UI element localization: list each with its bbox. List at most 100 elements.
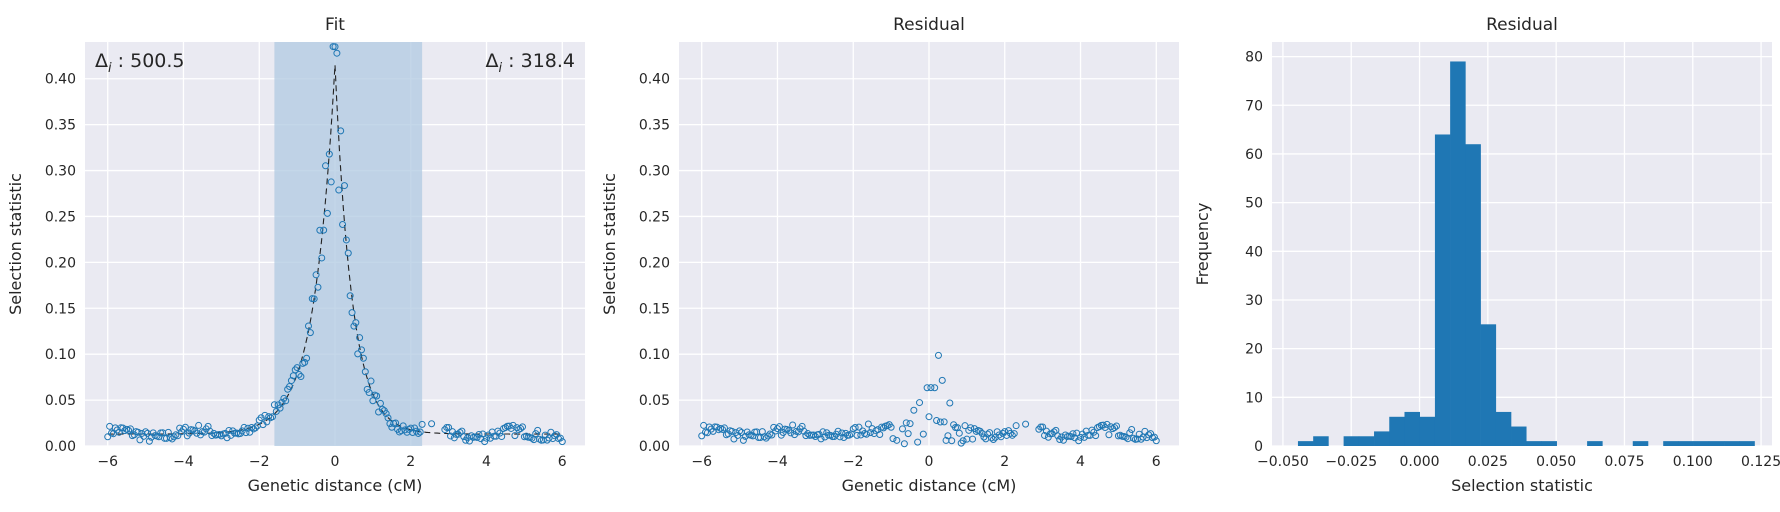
residual-point [1147, 430, 1155, 438]
residual-point [923, 384, 931, 392]
data-point [293, 364, 301, 372]
histogram-bar [1358, 436, 1375, 446]
x-tick-label: −6 [691, 454, 712, 470]
data-point [104, 433, 112, 441]
x-tick-label: 0 [331, 454, 340, 470]
x-tick-label: 0 [925, 454, 934, 470]
data-point [340, 182, 348, 190]
data-point [481, 438, 489, 446]
y-tick-label: 20 [1245, 342, 1263, 358]
residual-point [1092, 432, 1100, 440]
data-point [227, 431, 235, 439]
residual-point [898, 425, 906, 433]
residual-point [1012, 422, 1020, 430]
x-tick-label: 2 [406, 454, 415, 470]
data-point [534, 426, 542, 434]
residual-point [1088, 426, 1096, 434]
residual-point [1111, 424, 1119, 432]
residual-point [887, 423, 895, 431]
x-tick-label: 6 [1152, 454, 1161, 470]
data-point [346, 292, 354, 300]
residual-point [1006, 429, 1014, 437]
residual-point [1152, 437, 1160, 445]
residual-point [900, 440, 908, 448]
data-point [511, 432, 519, 440]
y-tick-label: 30 [1245, 293, 1263, 309]
y-tick-label: 0.40 [639, 72, 670, 88]
histogram-bar [1632, 441, 1649, 446]
residual-point [1050, 428, 1058, 436]
residual-point [933, 416, 941, 424]
data-point [441, 426, 449, 434]
data-point [282, 397, 290, 405]
residual-point [989, 435, 997, 443]
x-tick-label: −0.025 [1325, 454, 1377, 470]
y-tick-label: 0 [1254, 439, 1263, 455]
data-point [367, 377, 375, 385]
data-point [270, 401, 278, 409]
y-tick-label: 0.30 [45, 164, 76, 180]
data-point [498, 433, 506, 441]
y-tick-label: 0.00 [45, 439, 76, 455]
data-point [361, 368, 369, 376]
y-tick-label: 0.10 [45, 347, 76, 363]
data-point [547, 428, 555, 436]
data-point [320, 226, 328, 234]
data-point [168, 435, 176, 443]
histogram-bar [1724, 441, 1740, 446]
data-point [412, 427, 420, 435]
residual-point [1150, 433, 1158, 441]
residual-point [838, 429, 846, 437]
histogram-bar [1374, 431, 1390, 446]
data-point [304, 322, 312, 330]
residual-point [1010, 430, 1018, 438]
residual-point [1141, 427, 1149, 435]
y-axis-label: Selection statistic [600, 173, 619, 315]
panel-1: −6 −4 −2 0 2 4 6 0.00 0.05 0.10 0.15 0.20 0.25 0.30 0.… [6, 15, 585, 495]
x-tick-label: 0.025 [1468, 454, 1508, 470]
histogram-bar [1404, 411, 1421, 446]
residual-point [910, 406, 918, 414]
residual-point [1035, 425, 1043, 433]
residual-point [1054, 432, 1062, 440]
residual-point [904, 430, 912, 438]
residual-point [1039, 423, 1047, 431]
residual-point [940, 418, 948, 426]
residual-point [893, 436, 901, 444]
residual-point [853, 431, 861, 439]
residual-point [1069, 430, 1077, 438]
data-point [399, 422, 407, 430]
residual-point [914, 438, 922, 446]
data-point [460, 433, 468, 441]
data-point [509, 421, 517, 429]
y-tick-label: 0.15 [639, 301, 670, 317]
residual-point [916, 399, 924, 407]
residual-point [1090, 428, 1098, 436]
shaded-region [274, 42, 423, 446]
data-point [291, 366, 299, 374]
data-point [136, 436, 144, 444]
histogram-bar [1434, 134, 1451, 446]
residual-point [880, 424, 888, 432]
y-tick-label: 0.40 [45, 72, 76, 88]
residual-point [840, 434, 848, 442]
data-point [354, 350, 362, 358]
data-point [558, 438, 566, 446]
data-point [528, 434, 536, 442]
x-tick-label: 0.125 [1741, 454, 1780, 470]
data-point [392, 419, 400, 427]
data-point [331, 43, 339, 51]
residual-point [944, 432, 952, 440]
residual-point [969, 435, 977, 443]
data-point [314, 283, 322, 291]
data-point [238, 427, 246, 435]
data-point [261, 411, 269, 419]
data-point [407, 424, 415, 432]
data-point [269, 413, 276, 421]
residual-point [955, 429, 963, 437]
residual-point [931, 384, 939, 392]
residual-point [925, 413, 933, 421]
residual-point [1008, 431, 1016, 439]
data-point [416, 428, 424, 436]
x-tick-label: 4 [482, 454, 491, 470]
